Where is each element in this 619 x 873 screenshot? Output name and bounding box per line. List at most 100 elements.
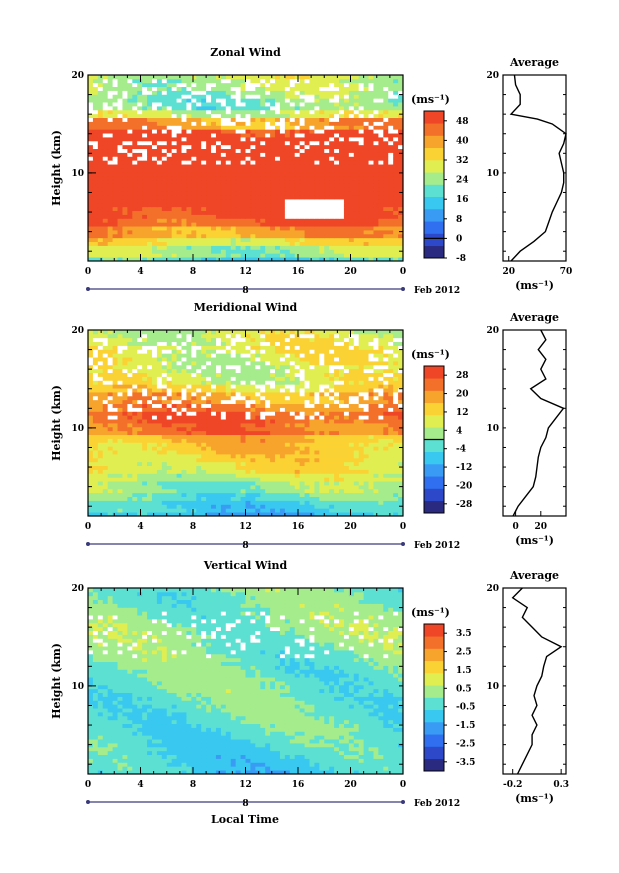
heatmap-cell bbox=[225, 222, 232, 227]
heatmap-cell bbox=[319, 117, 325, 122]
heatmap-cell bbox=[309, 492, 315, 498]
heatmap-cell bbox=[339, 450, 345, 455]
heatmap-cell bbox=[181, 481, 187, 486]
heatmap-cell bbox=[289, 202, 296, 208]
heatmap-cell bbox=[235, 179, 241, 184]
heatmap-cell bbox=[225, 152, 232, 157]
heatmap-cell bbox=[147, 492, 153, 498]
heatmap-cell bbox=[388, 430, 394, 436]
heatmap-cell bbox=[319, 434, 325, 439]
heatmap-cell bbox=[358, 465, 365, 470]
heatmap-cell bbox=[211, 245, 217, 250]
heatmap-cell bbox=[358, 481, 365, 486]
heatmap-cell bbox=[137, 504, 143, 509]
heatmap-cell bbox=[383, 233, 389, 239]
heatmap-cell bbox=[309, 206, 315, 212]
heatmap-cell bbox=[289, 500, 296, 505]
heatmap-cell bbox=[117, 195, 123, 200]
heatmap-cell bbox=[161, 191, 168, 196]
heatmap-cell bbox=[289, 504, 296, 509]
heatmap-cell bbox=[186, 407, 192, 412]
heatmap-cell bbox=[294, 419, 301, 424]
heatmap-cell bbox=[245, 438, 251, 443]
heatmap-cell bbox=[324, 415, 330, 420]
heatmap-cell bbox=[368, 121, 374, 126]
heatmap-cell bbox=[176, 125, 182, 130]
heatmap-cell bbox=[358, 82, 365, 88]
heatmap-cell bbox=[201, 137, 207, 142]
heatmap-cell bbox=[260, 226, 266, 231]
heatmap-cell bbox=[299, 129, 305, 134]
heatmap-cell bbox=[334, 233, 340, 239]
heatmap-cell bbox=[97, 121, 104, 126]
heatmap-cell bbox=[314, 461, 320, 467]
heatmap-cell bbox=[102, 195, 109, 200]
heatmap-cell bbox=[191, 160, 197, 165]
heatmap-cell bbox=[309, 450, 315, 455]
heatmap-cell bbox=[117, 241, 123, 246]
heatmap-cell bbox=[388, 82, 394, 88]
heatmap-cell bbox=[334, 485, 340, 490]
colorbar-tick-label: 16 bbox=[456, 195, 469, 205]
heatmap-cell bbox=[107, 94, 114, 99]
heatmap-cell bbox=[299, 210, 305, 215]
heatmap-cell bbox=[132, 75, 138, 80]
heatmap-cell bbox=[398, 175, 404, 181]
heatmap-cell bbox=[92, 496, 99, 501]
heatmap-cell bbox=[289, 214, 296, 219]
heatmap-cell bbox=[235, 438, 241, 443]
heatmap-cell bbox=[358, 237, 365, 243]
heatmap-cell bbox=[181, 446, 187, 451]
heatmap-cell bbox=[127, 454, 133, 459]
heatmap-cell bbox=[161, 152, 168, 157]
heatmap-cell bbox=[171, 179, 177, 184]
heatmap-cell bbox=[353, 82, 360, 88]
heatmap-cell bbox=[112, 137, 118, 142]
heatmap-cell bbox=[92, 465, 99, 470]
heatmap-cell bbox=[339, 191, 345, 196]
heatmap-cell bbox=[378, 434, 384, 439]
heatmap-cell bbox=[275, 133, 281, 138]
heatmap-cell bbox=[324, 446, 330, 451]
heatmap-cell bbox=[206, 137, 212, 142]
heatmap-cell bbox=[156, 179, 163, 184]
heatmap-cell bbox=[343, 206, 350, 212]
heatmap-cell bbox=[275, 214, 281, 219]
heatmap-cell bbox=[201, 187, 207, 192]
heatmap-cell bbox=[393, 500, 399, 505]
heatmap-cell bbox=[284, 191, 291, 196]
heatmap-cell bbox=[97, 168, 104, 173]
heatmap-cell bbox=[142, 411, 148, 416]
heatmap-cell bbox=[181, 450, 187, 455]
heatmap-cell bbox=[339, 206, 345, 212]
heatmap-cell bbox=[92, 454, 99, 459]
heatmap-cell bbox=[383, 426, 389, 432]
heatmap-cell bbox=[137, 488, 143, 494]
heatmap-cell bbox=[304, 140, 310, 146]
heatmap-cell bbox=[240, 426, 246, 432]
heatmap-cell bbox=[142, 90, 148, 95]
x-tick-label: 8 bbox=[190, 267, 196, 277]
heatmap-cell bbox=[102, 140, 109, 146]
heatmap-cell bbox=[201, 195, 207, 200]
heatmap-cell bbox=[265, 226, 271, 231]
heatmap-cell bbox=[230, 430, 237, 436]
heatmap-cell bbox=[191, 191, 197, 196]
heatmap-cell bbox=[122, 226, 128, 231]
heatmap-cell bbox=[368, 113, 374, 119]
heatmap-cell bbox=[265, 156, 271, 161]
heatmap-cell bbox=[230, 90, 237, 95]
heatmap-cell bbox=[151, 98, 158, 103]
heatmap-cell bbox=[339, 82, 345, 88]
heatmap-cell bbox=[191, 94, 197, 99]
heatmap-cell bbox=[363, 75, 369, 80]
heatmap-cell bbox=[314, 504, 320, 509]
heatmap-cell bbox=[206, 98, 212, 103]
heatmap-cell bbox=[102, 407, 109, 412]
heatmap-cell bbox=[255, 210, 261, 215]
heatmap-cell bbox=[235, 446, 241, 451]
heatmap-cell bbox=[299, 426, 305, 432]
heatmap-cell bbox=[201, 160, 207, 165]
heatmap-cell bbox=[319, 129, 325, 134]
heatmap-cell bbox=[102, 214, 109, 219]
